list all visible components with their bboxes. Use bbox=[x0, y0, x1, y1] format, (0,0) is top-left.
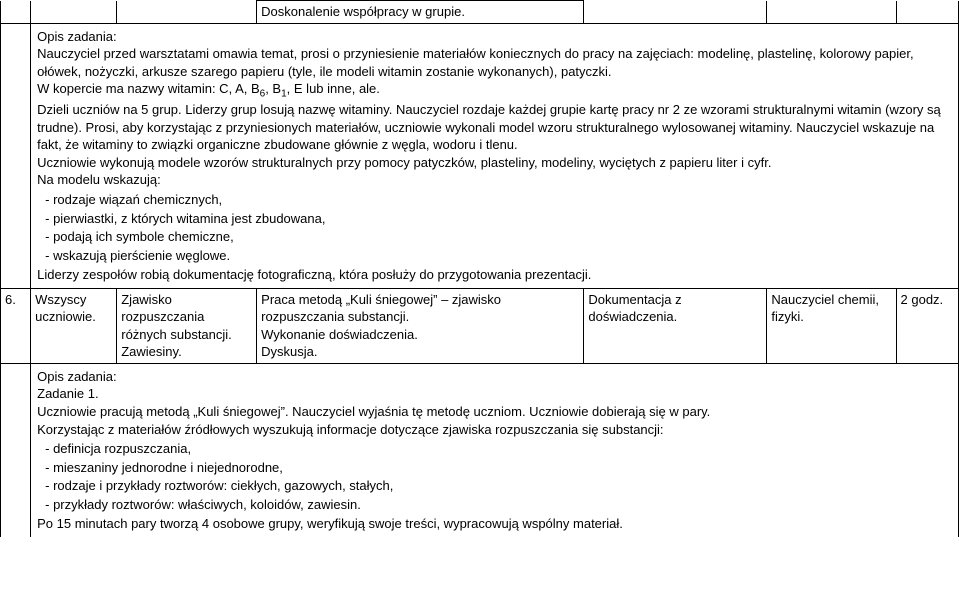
document-table: Doskonalenie współpracy w grupie. Opis z… bbox=[0, 0, 959, 537]
row6-c3c: Dyskusja. bbox=[261, 343, 579, 361]
row6-c3: Praca metodą „Kuli śniegowej” – zjawisko… bbox=[257, 288, 584, 363]
desc1-p6: Liderzy zespołów robią dokumentację foto… bbox=[37, 266, 952, 284]
desc2-num bbox=[1, 363, 31, 536]
cell-c6 bbox=[896, 1, 958, 24]
row6-c5: Nauczyciel chemii, fizyki. bbox=[767, 288, 896, 363]
desc1-p3: Dzieli uczniów na 5 grup. Liderzy grup l… bbox=[37, 101, 952, 154]
cell-c4 bbox=[584, 1, 767, 24]
desc2-task: Zadanie 1. bbox=[37, 385, 952, 403]
cell-c1 bbox=[31, 1, 117, 24]
row6-c3b: Wykonanie doświadczenia. bbox=[261, 326, 579, 344]
desc2-li4: przykłady roztworów: właściwych, koloidó… bbox=[37, 496, 952, 514]
desc2-p1: Uczniowie pracują metodą „Kuli śniegowej… bbox=[37, 403, 952, 421]
desc1-heading: Opis zadania: bbox=[37, 28, 952, 46]
row6-c6: 2 godz. bbox=[896, 288, 958, 363]
desc1-content: Opis zadania: Nauczyciel przed warsztata… bbox=[31, 23, 959, 288]
desc2-p2: Korzystając z materiałów źródłowych wysz… bbox=[37, 421, 952, 439]
desc1-p2: W kopercie ma nazwy witamin: C, A, B6, B… bbox=[37, 80, 952, 101]
desc1-li4: wskazują pierścienie węglowe. bbox=[37, 247, 952, 265]
row6-c4: Dokumentacja z doświadczenia. bbox=[584, 288, 767, 363]
cell-c2 bbox=[117, 1, 257, 24]
desc1-li1: rodzaje wiązań chemicznych, bbox=[37, 191, 952, 209]
description-row-2: Opis zadania: Zadanie 1. Uczniowie pracu… bbox=[1, 363, 959, 536]
desc2-content: Opis zadania: Zadanie 1. Uczniowie pracu… bbox=[31, 363, 959, 536]
continuation-row: Doskonalenie współpracy w grupie. bbox=[1, 1, 959, 24]
row6-num: 6. bbox=[1, 288, 31, 363]
desc1-num bbox=[1, 23, 31, 288]
desc2-p3: Po 15 minutach pary tworzą 4 osobowe gru… bbox=[37, 515, 952, 533]
desc1-li2: pierwiastki, z których witamina jest zbu… bbox=[37, 210, 952, 228]
desc1-li3: podają ich symbole chemiczne, bbox=[37, 228, 952, 246]
desc1-p5: Na modelu wskazują: bbox=[37, 171, 952, 189]
desc1-p1: Nauczyciel przed warsztatami omawia tema… bbox=[37, 45, 952, 80]
desc2-heading: Opis zadania: bbox=[37, 368, 952, 386]
description-row-1: Opis zadania: Nauczyciel przed warsztata… bbox=[1, 23, 959, 288]
desc2-li1: definicja rozpuszczania, bbox=[37, 440, 952, 458]
desc1-list: rodzaje wiązań chemicznych, pierwiastki,… bbox=[37, 191, 952, 264]
row6-c1: Wszyscy uczniowie. bbox=[31, 288, 117, 363]
desc2-li2: mieszaniny jednorodne i niejednorodne, bbox=[37, 459, 952, 477]
cell-c5 bbox=[767, 1, 896, 24]
desc2-list: definicja rozpuszczania, mieszaniny jedn… bbox=[37, 440, 952, 513]
cell-num bbox=[1, 1, 31, 24]
row6-c3a: Praca metodą „Kuli śniegowej” – zjawisko… bbox=[261, 291, 579, 326]
row6-c2: Zjawisko rozpuszczania różnych substancj… bbox=[117, 288, 257, 363]
cell-c3: Doskonalenie współpracy w grupie. bbox=[257, 1, 584, 24]
desc2-li3: rodzaje i przykłady roztworów: ciekłych,… bbox=[37, 477, 952, 495]
desc1-p4: Uczniowie wykonują modele wzorów struktu… bbox=[37, 154, 952, 172]
row-6: 6. Wszyscy uczniowie. Zjawisko rozpuszcz… bbox=[1, 288, 959, 363]
